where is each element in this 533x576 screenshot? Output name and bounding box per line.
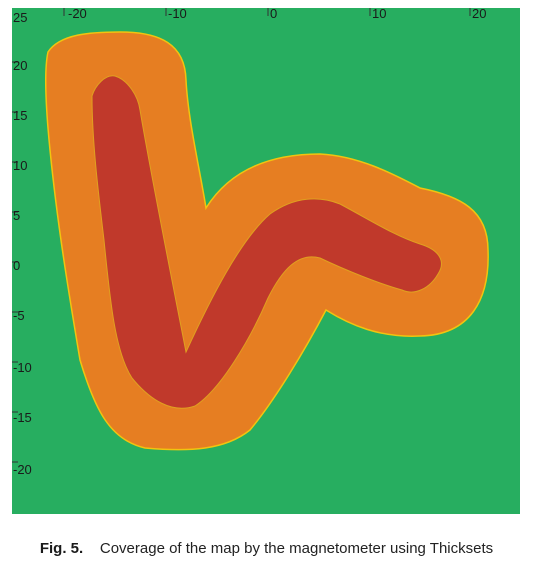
x-axis: -20 -10 0 10 20 xyxy=(63,6,486,21)
x-tick-label: -10 xyxy=(168,6,187,21)
y-axis: 25 20 15 10 5 0 -5 -10 -15 -20 xyxy=(12,10,32,477)
y-tick-label: -5 xyxy=(13,308,25,323)
coverage-map: -20 -10 0 10 20 25 20 15 10 5 0 -5 -10 -… xyxy=(12,6,520,514)
y-tick-label: -10 xyxy=(13,360,32,375)
y-tick-label: 20 xyxy=(13,58,27,73)
y-tick-label: -15 xyxy=(13,410,32,425)
x-tick-label: -20 xyxy=(68,6,87,21)
caption-text: Coverage of the map by the magnetometer … xyxy=(99,540,494,557)
x-tick-label: 0 xyxy=(270,6,277,21)
figure-label: Fig. 5. xyxy=(39,540,84,557)
y-tick-label: -20 xyxy=(13,462,32,477)
figure-caption: Fig. 5. Coverage of the map by the magne… xyxy=(0,540,533,557)
caption-spacer xyxy=(87,540,95,557)
y-tick-label: 0 xyxy=(13,258,20,273)
y-tick-label: 15 xyxy=(13,108,27,123)
x-tick-label: 10 xyxy=(372,6,386,21)
y-tick-label: 25 xyxy=(13,10,27,25)
inner-path-region xyxy=(91,75,442,409)
y-tick-label: 5 xyxy=(13,208,20,223)
y-tick-label: 10 xyxy=(13,158,27,173)
x-tick-label: 20 xyxy=(472,6,486,21)
